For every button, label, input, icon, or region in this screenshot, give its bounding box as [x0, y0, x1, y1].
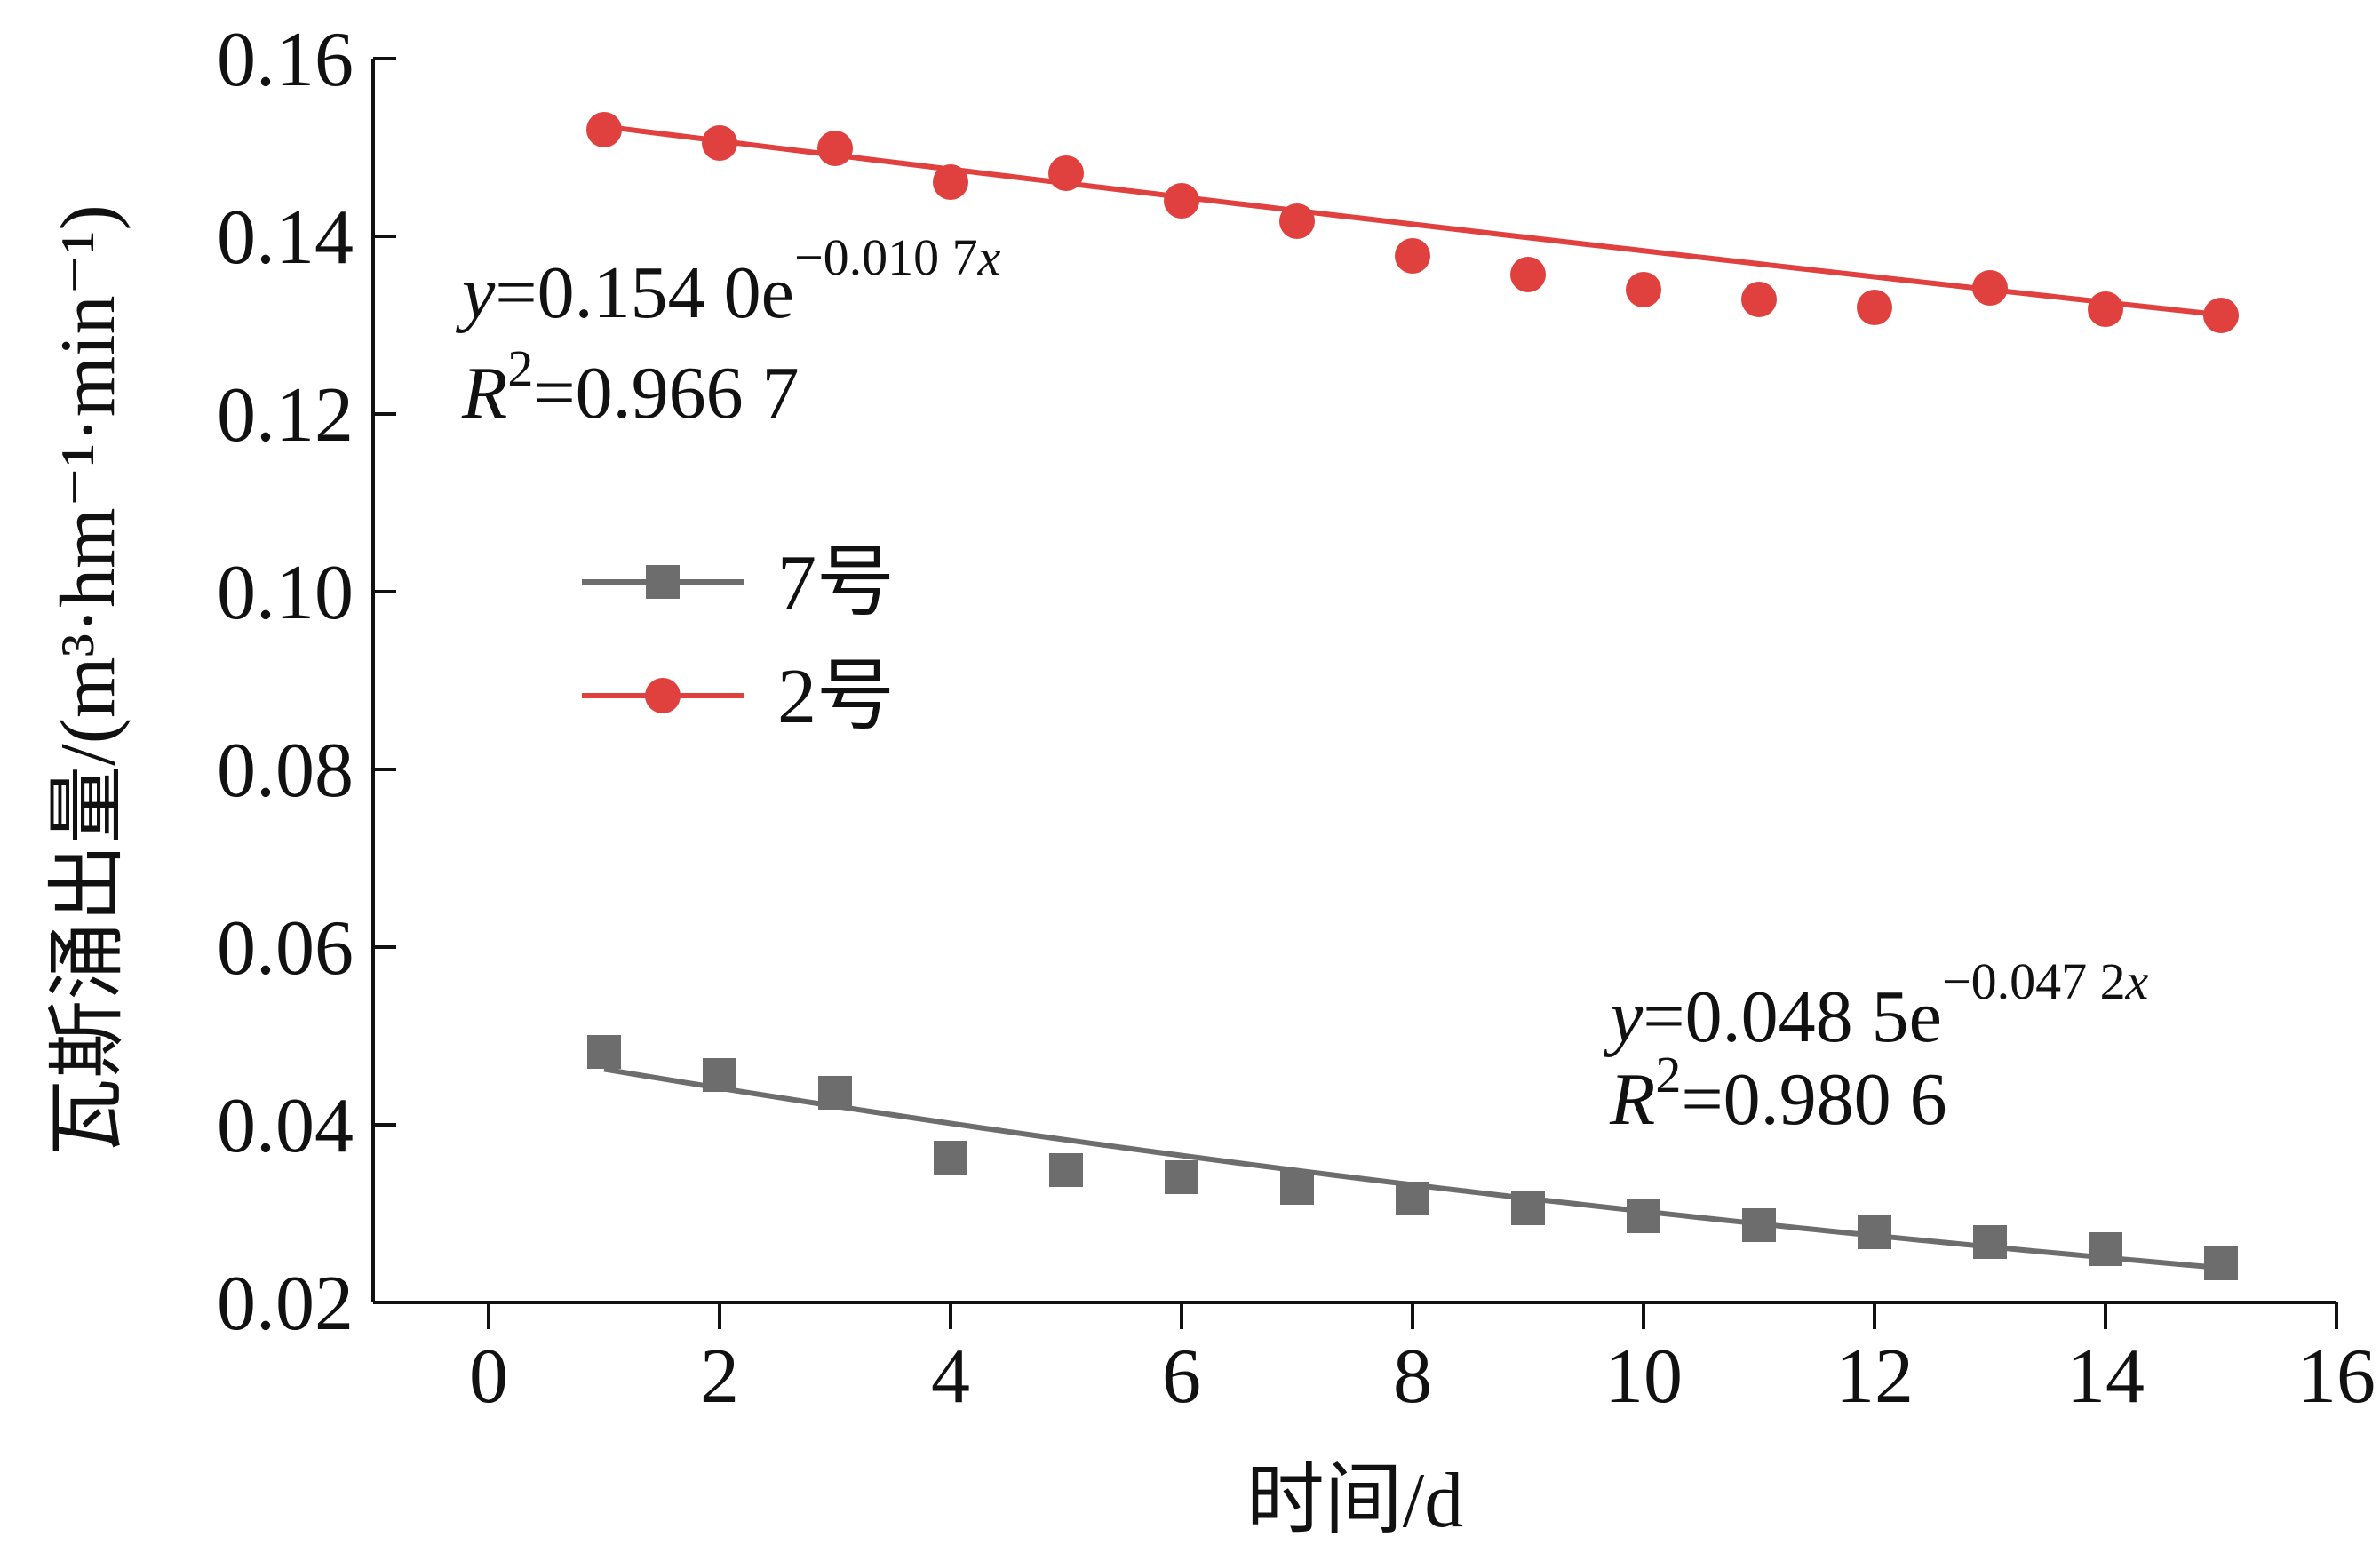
- data-point: [587, 1035, 621, 1069]
- data-point: [1858, 1215, 1891, 1249]
- eq-exponent: −0.047 2: [1942, 952, 2126, 1010]
- data-point: [1857, 290, 1892, 325]
- data-point: [2204, 1246, 2238, 1280]
- data-point: [1626, 272, 1661, 307]
- eq-y-var: y: [1603, 976, 1644, 1058]
- plot-area: [586, 112, 2239, 1280]
- axes: [371, 59, 2336, 1304]
- data-point: [586, 112, 622, 147]
- y-ticks: 0.02 0.04 0.06 0.08 0.10 0.12 0.14 0.16: [217, 17, 396, 1347]
- eq-main: =0.048 5e: [1643, 976, 1942, 1058]
- y-tick-label: 0.06: [217, 905, 354, 992]
- r-value: =0.966 7: [533, 352, 799, 434]
- data-point: [1280, 1171, 1314, 1205]
- fit-equation: y=0.048 5e−0.047 2x: [1603, 952, 2149, 1058]
- y-tick-label: 0.16: [217, 17, 354, 103]
- r-sup: 2: [1655, 1046, 1681, 1103]
- y-tick-label: 0.08: [217, 728, 354, 814]
- data-point: [1973, 1225, 2007, 1259]
- data-point: [933, 164, 968, 200]
- fit-equation: y=0.154 0e−0.010 7x: [455, 228, 1001, 334]
- series-1: [586, 112, 2239, 333]
- data-point: [1511, 1191, 1545, 1225]
- r-var: R: [461, 352, 507, 434]
- data-point: [817, 131, 853, 166]
- legend-marker: [645, 678, 681, 713]
- legend-marker: [646, 565, 680, 599]
- series-0: [587, 1035, 2238, 1280]
- r-var: R: [1609, 1058, 1655, 1141]
- legend-label: 2号: [777, 654, 895, 740]
- x-ticks: 0 2 4 6 8 10 12 14 16: [469, 1302, 2376, 1420]
- data-point: [1395, 238, 1430, 274]
- y-tick-label: 0.12: [217, 372, 354, 458]
- data-point: [1396, 1182, 1429, 1215]
- data-point: [1741, 282, 1777, 317]
- eq-y-var: y: [455, 251, 496, 334]
- y-tick-label: 0.04: [217, 1083, 354, 1169]
- y-tick-label: 0.02: [217, 1261, 354, 1347]
- eq-main: =0.154 0e: [495, 251, 794, 334]
- data-point: [1164, 183, 1199, 219]
- data-point: [1972, 270, 2008, 306]
- data-point: [702, 125, 737, 161]
- data-point: [934, 1141, 967, 1175]
- y-tick-label: 0.10: [217, 550, 354, 636]
- r-squared: R2=0.980 6: [1609, 1046, 1947, 1141]
- data-point: [1165, 1160, 1198, 1194]
- data-point: [1510, 257, 1546, 292]
- x-axis-title: 时间/d: [1246, 1458, 1463, 1544]
- data-point: [1742, 1208, 1776, 1242]
- data-point: [2088, 291, 2123, 327]
- legend-label: 7号: [777, 540, 895, 626]
- r-sup: 2: [507, 339, 533, 397]
- data-point: [2089, 1232, 2122, 1266]
- data-point: [818, 1076, 852, 1110]
- y-axis-title: 瓦斯涌出量/(m³·hm⁻¹·min⁻¹): [45, 204, 131, 1157]
- x-tick-label: 12: [1835, 1334, 1914, 1420]
- x-tick-label: 6: [1162, 1334, 1201, 1420]
- x-tick-label: 0: [469, 1334, 508, 1420]
- x-tick-label: 10: [1604, 1334, 1683, 1420]
- data-point: [1627, 1199, 1660, 1233]
- data-point: [1048, 155, 1084, 191]
- data-point: [1049, 1153, 1083, 1187]
- data-point: [2203, 298, 2239, 333]
- x-tick-label: 4: [931, 1334, 970, 1420]
- fit-curve: [603, 123, 2222, 318]
- y-tick-label: 0.14: [217, 195, 354, 281]
- data-point: [703, 1058, 736, 1092]
- r-squared: R2=0.966 7: [461, 339, 800, 434]
- x-tick-label: 2: [700, 1334, 739, 1420]
- x-tick-label: 16: [2297, 1334, 2376, 1420]
- eq-exp-var: x: [977, 228, 1001, 286]
- eq-exp-var: x: [2125, 952, 2149, 1010]
- x-tick-label: 14: [2066, 1334, 2145, 1420]
- eq-exponent: −0.010 7: [794, 228, 978, 286]
- r-value: =0.980 6: [1681, 1058, 1946, 1141]
- data-point: [1279, 203, 1315, 239]
- x-tick-label: 8: [1393, 1334, 1432, 1420]
